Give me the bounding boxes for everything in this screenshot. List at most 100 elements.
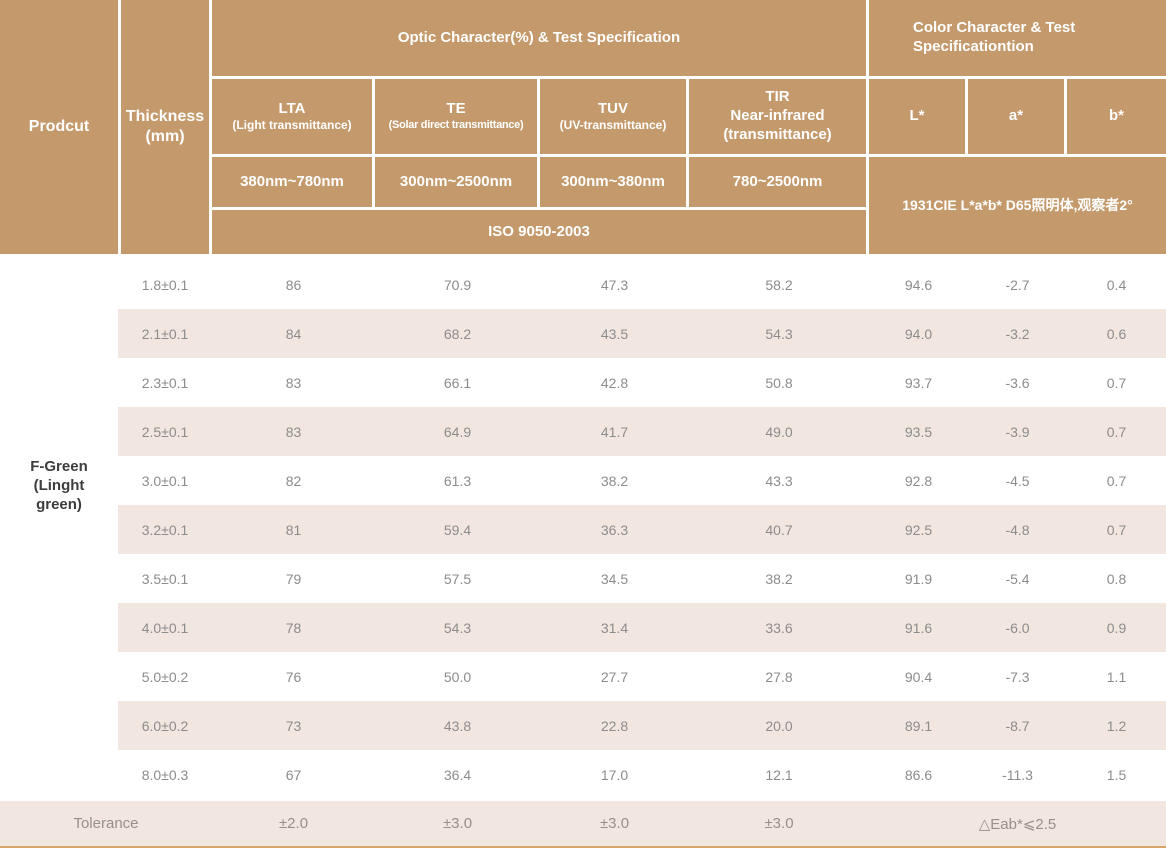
cell-lta: 73 (212, 701, 375, 750)
cell-tir: 58.2 (765, 276, 793, 293)
product-column-spacer (0, 652, 118, 701)
cell-b: 0.9 (1067, 603, 1166, 652)
header-iso-standard: ISO 9050-2003 (212, 210, 866, 254)
header-tir-subtitle-2: (transmittance) (723, 125, 832, 143)
cell-a: -8.7 (968, 701, 1067, 750)
cell-tuv: 42.8 (600, 374, 629, 391)
cell-lta: 83 (285, 374, 302, 391)
header-tir-subtitle: Near-infrared (730, 107, 825, 125)
cell-tuv: 34.5 (600, 570, 629, 587)
cell-lta: 78 (212, 603, 375, 652)
header-te-range: 300nm~2500nm (375, 157, 537, 207)
cell-te: 54.3 (375, 603, 540, 652)
header-tir-range: 780~2500nm (689, 157, 866, 207)
cell-a: -11.3 (1002, 766, 1033, 783)
cell-tuv: 38.2 (600, 472, 629, 489)
header-tuv-title: TUV (598, 99, 628, 117)
cell-a: -2.7 (1005, 276, 1030, 293)
cell-te: 36.4 (443, 766, 472, 783)
cell-b: 0.7 (1106, 472, 1127, 489)
product-column-spacer (0, 407, 118, 456)
table-body: 1.8±0.1 86 70.9 47.3 58.2 94.6 -2.7 0.4 2.1±0.1 8… (0, 260, 1166, 799)
cell-L: 93.7 (904, 374, 933, 391)
cell-thickness: 1.8±0.1 (141, 276, 189, 293)
header-L-star: L* (869, 79, 965, 154)
product-column-spacer (0, 260, 118, 309)
table-row: 3.2±0.1 81 59.4 36.3 40.7 92.5 -4.8 0.7 (0, 505, 1166, 554)
cell-tir: 50.8 (765, 374, 793, 391)
cell-tir: 49.0 (689, 407, 869, 456)
table-row: 4.0±0.1 78 54.3 31.4 33.6 91.6 -6.0 0.9 (0, 603, 1166, 652)
cell-lta: 67 (285, 766, 302, 783)
product-column-spacer (0, 603, 118, 652)
table-row: 2.1±0.1 84 68.2 43.5 54.3 94.0 -3.2 0.6 (0, 309, 1166, 358)
cell-te: 64.9 (375, 407, 540, 456)
cell-thickness: 3.5±0.1 (141, 570, 189, 587)
table-header: Prodcut Thickness (mm) Optic Character(%… (0, 0, 1166, 254)
cell-tir: 12.1 (765, 766, 793, 783)
header-a-star: a* (968, 79, 1064, 154)
cell-L: 91.6 (869, 603, 968, 652)
cell-te: 43.8 (375, 701, 540, 750)
table-row: 3.5±0.1 79 57.5 34.5 38.2 91.9 -5.4 0.8 (0, 554, 1166, 603)
cell-thickness: 2.1±0.1 (118, 309, 212, 358)
cell-thickness: 4.0±0.1 (118, 603, 212, 652)
cell-tuv: 17.0 (600, 766, 629, 783)
cell-a: -4.5 (1005, 472, 1030, 489)
cell-lta: 82 (285, 472, 302, 489)
table-row: 5.0±0.2 76 50.0 27.7 27.8 90.4 -7.3 1.1 (0, 652, 1166, 701)
cell-te: 59.4 (375, 505, 540, 554)
cell-L: 90.4 (904, 668, 933, 685)
cell-a: -3.2 (968, 309, 1067, 358)
cell-a: -6.0 (968, 603, 1067, 652)
header-lta-subtitle: (Light transmittance) (232, 118, 352, 133)
header-b-star: b* (1067, 79, 1166, 154)
tolerance-tir: ±3.0 (764, 815, 794, 832)
tolerance-te: ±3.0 (442, 815, 473, 832)
product-column-spacer (0, 554, 118, 603)
product-column-spacer (0, 358, 118, 407)
cell-tir: 38.2 (765, 570, 793, 587)
cell-tir: 27.8 (765, 668, 793, 685)
cell-lta: 81 (212, 505, 375, 554)
cell-b: 0.7 (1106, 374, 1127, 391)
cell-tuv: 22.8 (540, 701, 689, 750)
product-name: F-Green (Linght green) (0, 457, 118, 514)
cell-a: -7.3 (1005, 668, 1030, 685)
cell-tuv: 43.5 (540, 309, 689, 358)
cell-L: 91.9 (904, 570, 933, 587)
cell-L: 89.1 (869, 701, 968, 750)
header-te-title: TE (446, 100, 466, 118)
table-row: 2.3±0.1 83 66.1 42.8 50.8 93.7 -3.6 0.7 (0, 358, 1166, 407)
cell-thickness: 3.2±0.1 (118, 505, 212, 554)
cell-lta: 83 (212, 407, 375, 456)
header-tuv-subtitle: (UV-transmittance) (559, 118, 667, 133)
cell-a: -5.4 (1005, 570, 1030, 587)
table-row: 1.8±0.1 86 70.9 47.3 58.2 94.6 -2.7 0.4 (0, 260, 1166, 309)
cell-L: 93.5 (869, 407, 968, 456)
header-lta-range: 380nm~780nm (212, 157, 372, 207)
cell-tuv: 47.3 (600, 276, 629, 293)
cell-b: 0.4 (1106, 276, 1127, 293)
cell-tuv: 27.7 (600, 668, 629, 685)
tolerance-row: Tolerance ±2.0 ±3.0 ±3.0 ±3.0 △Eab*⩽2.5 (0, 801, 1166, 846)
cell-tuv: 41.7 (540, 407, 689, 456)
cell-a: -3.6 (1005, 374, 1030, 391)
cell-b: 0.8 (1106, 570, 1127, 587)
tolerance-label: Tolerance (73, 815, 139, 832)
cell-te: 66.1 (443, 374, 472, 391)
header-tuv: TUV (UV-transmittance) (540, 79, 686, 154)
header-thickness: Thickness (mm) (121, 0, 209, 254)
cell-b: 1.1 (1106, 668, 1127, 685)
cell-thickness: 2.3±0.1 (141, 374, 189, 391)
cell-a: -3.9 (968, 407, 1067, 456)
cell-tir: 33.6 (689, 603, 869, 652)
table-row: 6.0±0.2 73 43.8 22.8 20.0 89.1 -8.7 1.2 (0, 701, 1166, 750)
table-row: 3.0±0.1 82 61.3 38.2 43.3 92.8 -4.5 0.7 (0, 456, 1166, 505)
cell-b: 0.6 (1067, 309, 1166, 358)
product-column-spacer (0, 750, 118, 799)
cell-lta: 84 (212, 309, 375, 358)
cell-L: 92.5 (869, 505, 968, 554)
cell-tir: 40.7 (689, 505, 869, 554)
